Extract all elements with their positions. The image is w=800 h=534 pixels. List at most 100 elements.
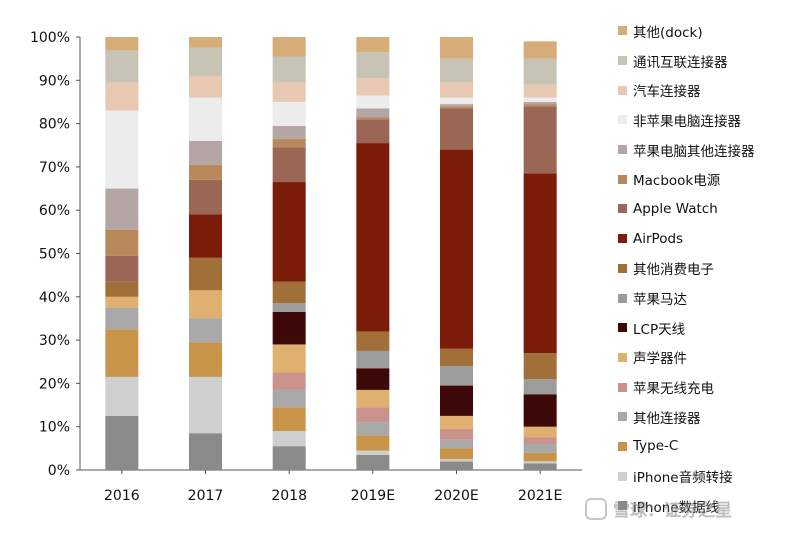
bar-segment	[523, 379, 557, 395]
bar-segment	[272, 446, 306, 470]
bar-segment	[440, 448, 473, 460]
bar-segment	[105, 329, 139, 377]
y-tick-label: 50%	[39, 247, 70, 263]
bar-segment	[189, 433, 222, 470]
bar-segment	[105, 37, 139, 50]
legend-item: 声学器件	[618, 343, 798, 373]
legend-item: Type-C	[618, 432, 798, 462]
legend-swatch	[618, 263, 627, 273]
bar-segment	[189, 257, 222, 291]
legend-item: AirPods	[618, 224, 798, 254]
legend-label: 苹果无线充电	[633, 381, 714, 398]
x-category-label: 2018	[271, 488, 307, 504]
bar-segment	[440, 428, 473, 440]
bar-segment	[189, 290, 222, 319]
bar-segment	[105, 110, 139, 189]
legend-swatch	[618, 382, 627, 392]
bar-segment	[272, 56, 306, 83]
y-tick-label: 80%	[39, 117, 70, 133]
bar-segment	[105, 188, 139, 230]
bar-segment	[105, 229, 139, 256]
bar-segment	[105, 255, 139, 282]
y-tick-label: 90%	[39, 73, 70, 89]
y-tick-label: 20%	[39, 376, 70, 392]
legend-item: 苹果马达	[618, 283, 798, 313]
bar-segment	[356, 95, 390, 109]
legend-swatch	[618, 501, 627, 511]
bar-segment	[523, 97, 557, 102]
bar-segment	[523, 173, 557, 354]
bar-segment	[105, 376, 139, 416]
legend-label: Apple Watch	[633, 200, 718, 217]
bar-segment	[272, 407, 306, 432]
bar-segment	[105, 49, 139, 83]
bar-segment	[272, 303, 306, 312]
legend-item: 汽车连接器	[618, 75, 798, 105]
bar-segment	[272, 431, 306, 447]
bar-segment	[189, 75, 222, 98]
bar-segment	[440, 104, 473, 107]
x-category-label: 2019E	[351, 488, 395, 504]
bar-segment	[105, 82, 139, 111]
y-tick-label: 30%	[39, 333, 70, 349]
legend-item: 其他消费电子	[618, 254, 798, 284]
bar-segment	[189, 342, 222, 377]
legend-item: 其他连接器	[618, 402, 798, 432]
bar-segment	[523, 106, 557, 174]
bar-segment	[189, 318, 222, 343]
y-tick-label: 70%	[39, 160, 70, 176]
legend-label: 汽车连接器	[633, 84, 701, 101]
bar-segment	[440, 97, 473, 105]
bar-segment	[440, 439, 473, 449]
bar-segment	[356, 119, 390, 144]
bar-segment	[189, 47, 222, 76]
bar-segment	[523, 461, 557, 464]
legend-swatch	[618, 115, 627, 125]
snowball-logo-icon	[585, 497, 607, 520]
bar-segment	[189, 214, 222, 258]
y-tick-labels: 0% 10% 20% 30% 40% 50% 60% 70% 80% 90% 100%	[30, 30, 70, 479]
legend-item: 通讯互联连接器	[618, 46, 798, 76]
legend-swatch	[618, 174, 627, 184]
legend-label: iPhone音频转接	[633, 470, 733, 487]
bar-segment	[356, 368, 390, 390]
legend-swatch	[618, 85, 627, 95]
bar-segment	[189, 140, 222, 165]
bars	[105, 37, 557, 470]
bar-segment	[105, 281, 139, 297]
y-tick-label: 60%	[39, 203, 70, 219]
x-category-label: 2016	[104, 488, 140, 504]
legend-swatch	[618, 471, 627, 481]
bar-segment	[356, 350, 390, 369]
bar-segment	[356, 450, 390, 455]
legend-swatch	[618, 234, 627, 244]
bar-segment	[440, 366, 473, 386]
bar-segment	[356, 117, 390, 120]
legend-label: Type-C	[633, 438, 679, 455]
legend-swatch	[618, 56, 627, 66]
legend-item: 非苹果电脑连接器	[618, 105, 798, 135]
bar-segment	[356, 331, 390, 351]
legend-swatch	[618, 352, 627, 362]
bar-segment	[272, 372, 306, 390]
bar-segment	[440, 82, 473, 98]
legend-label: 其他连接器	[633, 410, 701, 427]
legend-label: LCP天线	[633, 321, 686, 338]
bar-segment	[272, 82, 306, 102]
bar-segment	[523, 101, 557, 105]
bar-segment	[440, 385, 473, 416]
bar-segment	[105, 415, 139, 470]
legend-item: Apple Watch	[618, 194, 798, 224]
legend-item: Macbook电源	[618, 164, 798, 194]
legend-item: LCP天线	[618, 313, 798, 343]
bar-segment	[523, 58, 557, 85]
bar-segment	[440, 37, 473, 59]
bar-segment	[105, 296, 139, 308]
bar-segment	[356, 143, 390, 332]
bar-segment	[523, 444, 557, 453]
bar-segment	[272, 182, 306, 282]
x-category-label: 2017	[188, 488, 224, 504]
y-tick-label: 100%	[30, 30, 70, 46]
legend-label: 其他消费电子	[633, 262, 714, 279]
